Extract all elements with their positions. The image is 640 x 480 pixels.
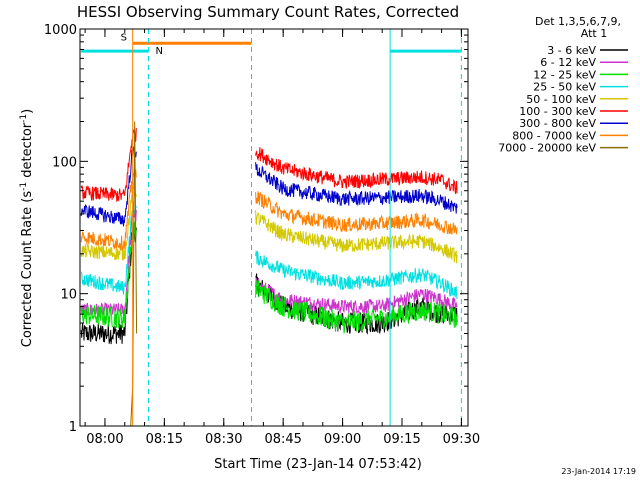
plot-frame (79, 28, 469, 427)
x-tick-label-3: 08:30 (205, 432, 242, 447)
legend-label-3: 12 - 25 keV (533, 68, 596, 81)
annotation-label-s: S (121, 32, 127, 43)
chart-title: HESSI Observing Summary Count Rates, Cor… (77, 3, 459, 21)
legend-label-8: 800 - 7000 keV (512, 129, 596, 142)
y-tick-label-3: 100 (52, 155, 77, 170)
series-line-7 (80, 146, 458, 227)
x-tick-label-4: 08:45 (264, 432, 301, 447)
timestamp: 23-Jan-2014 17:19 (561, 467, 636, 476)
legend-label-2: 6 - 12 keV (540, 56, 596, 69)
y-tick-label-2: 10 (60, 288, 77, 303)
y-tick-label-4: 1000 (44, 23, 77, 38)
legend-label-6: 100 - 300 keV (519, 105, 596, 118)
legend-label-7: 300 - 800 keV (519, 117, 596, 130)
legend-label-4: 25 - 50 keV (533, 81, 596, 94)
legend-header-line2: Att 1 (581, 27, 607, 40)
series-line-8 (80, 167, 458, 251)
x-tick-label-7: 09:30 (443, 432, 480, 447)
legend-label-5: 50 - 100 keV (526, 93, 596, 106)
legend-label-1: 3 - 6 keV (547, 44, 596, 57)
axes-ticks: 08:00 08:15 08:30 08:45 09:00 09:15 09:30 1 10 10… (44, 23, 480, 447)
series-line-3 (80, 221, 458, 334)
series-line-5 (80, 182, 458, 264)
plot-area: SN (80, 29, 462, 427)
series-line-9 (130, 121, 138, 427)
x-tick-label-5: 09:00 (324, 432, 361, 447)
series-line-6 (80, 127, 458, 202)
x-tick-label-6: 09:15 (383, 432, 420, 447)
x-tick-label-1: 08:00 (86, 432, 123, 447)
series-line-4 (80, 201, 458, 300)
y-axis-label: Corrected Count Rate (s-1 detector-1) (19, 109, 35, 347)
y-tick-label-1: 1 (69, 420, 77, 435)
legend-label-9: 7000 - 20000 keV (498, 142, 596, 155)
annotation-label-n: N (156, 46, 163, 57)
x-axis-label: Start Time (23-Jan-14 07:53:42) (214, 457, 422, 472)
series-line-2 (80, 209, 458, 318)
x-tick-label-2: 08:15 (146, 432, 183, 447)
legend-header-line1: Det 1,3,5,6,7,9, (535, 15, 621, 28)
